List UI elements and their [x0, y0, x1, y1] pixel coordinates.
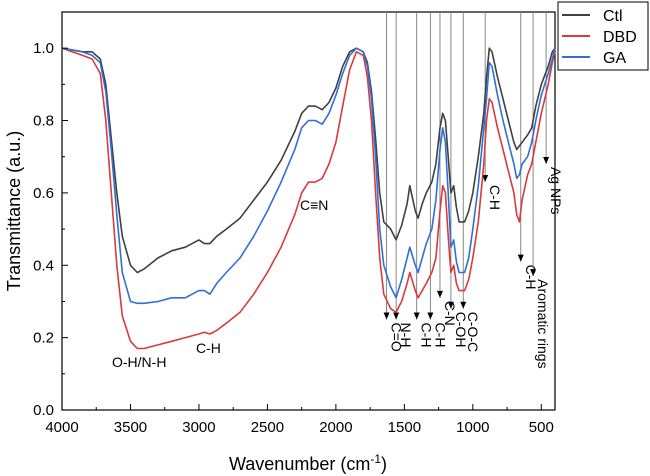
x-axis-title-text: Wavenumber (cm: [229, 454, 370, 474]
y-tick-label: 0.0: [33, 402, 54, 419]
legend-label-dbd: DBD: [603, 29, 637, 46]
y-tick-label: 0.6: [33, 185, 54, 202]
annotation-label: C=O: [389, 323, 405, 352]
annotation-arrowhead: [427, 312, 434, 320]
annotation-arrowhead: [383, 312, 390, 320]
annotation-label: C-H: [432, 323, 448, 348]
annotation-arrowhead: [517, 254, 524, 262]
annotation-label: C-H: [487, 185, 503, 210]
y-tick-label: 0.8: [33, 113, 54, 130]
annotation-label: C-O-C: [465, 312, 481, 352]
x-axis-title: Wavenumber (cm-1): [229, 452, 387, 474]
x-tick-label: 1500: [388, 419, 421, 436]
series-line-ctl: [61, 47, 556, 274]
legend-label-ctl: Ctl: [603, 8, 623, 25]
band-label-cn-triple: C≡N: [300, 197, 328, 213]
annotation-label: Ag NPs: [548, 167, 564, 214]
annotation-arrowhead: [482, 175, 489, 183]
annotation-arrowhead: [413, 312, 420, 320]
y-tick-label: 0.4: [33, 257, 54, 274]
annotation-label: C-H: [419, 323, 435, 348]
x-tick-label: 3500: [114, 419, 147, 436]
x-tick-label: 3000: [182, 419, 215, 436]
annotation-label: C-OH: [453, 312, 469, 348]
band-label-ch: C-H: [196, 340, 221, 356]
plot-frame: [61, 11, 556, 411]
annotation-arrowhead: [530, 269, 537, 277]
x-tick-label: 500: [529, 419, 554, 436]
series-line-ga: [61, 47, 556, 305]
annotation-label: N-H: [398, 323, 414, 348]
legend: Ctl DBD GA: [557, 1, 649, 71]
x-tick-label: 4000: [45, 419, 78, 436]
y-axis-title: Transmittance (a.u.): [4, 131, 24, 291]
annotation-arrowhead: [460, 301, 467, 309]
y-tick-label: 0.2: [33, 330, 54, 347]
x-tick-label: 2500: [251, 419, 284, 436]
y-tick-label: 1.0: [33, 40, 54, 57]
annotation-arrowhead: [436, 290, 443, 298]
annotation-arrowhead: [393, 312, 400, 320]
series-lines: [61, 47, 556, 350]
band-label-oh-nh: O-H/N-H: [112, 354, 166, 370]
x-axis-title-close: ): [381, 454, 387, 474]
annotation-arrowhead: [447, 301, 454, 309]
legend-label-ga: GA: [603, 50, 626, 67]
x-tick-label: 1000: [456, 419, 489, 436]
annotation-label: C-N: [442, 301, 458, 326]
annotation-label: Aromatic rings: [535, 279, 551, 368]
x-tick-label: 2000: [319, 419, 352, 436]
series-line-dbd: [61, 47, 556, 350]
annotation-arrowhead: [543, 156, 550, 164]
x-axis-title-sup: -1: [370, 452, 381, 466]
axis-ticks: 4000 3500 3000 2500 2000 1500 1000 500 0.0 0.2 0.4…: [33, 40, 554, 436]
